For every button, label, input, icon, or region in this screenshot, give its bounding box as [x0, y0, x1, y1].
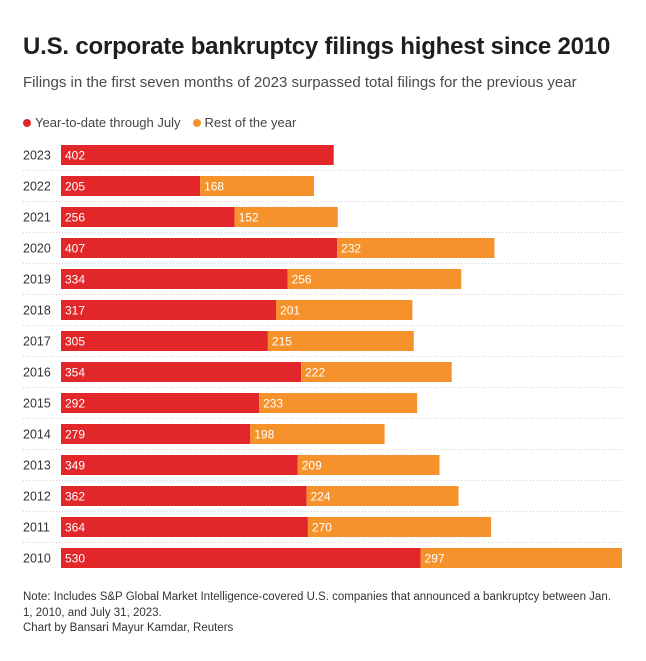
y-tick-label: 2022	[23, 180, 51, 194]
y-tick-label: 2021	[23, 211, 51, 225]
bar-ytd	[61, 393, 260, 413]
bar-rest	[297, 455, 440, 475]
data-label: 232	[341, 242, 361, 256]
bar-ytd	[61, 207, 235, 227]
y-tick-label: 2020	[23, 242, 51, 256]
y-tick-label: 2011	[23, 521, 50, 535]
bar-rest	[259, 393, 418, 413]
bar-ytd	[61, 300, 277, 320]
y-tick-label: 2018	[23, 304, 51, 318]
bar-rest	[301, 362, 452, 382]
data-label: 362	[65, 490, 85, 504]
data-label: 305	[65, 335, 85, 349]
bar-ytd	[61, 238, 338, 258]
y-tick-label: 2013	[23, 459, 51, 473]
y-tick-label: 2012	[23, 490, 51, 504]
data-label: 198	[254, 428, 274, 442]
data-label: 215	[272, 335, 292, 349]
bar-ytd	[61, 455, 298, 475]
bar-ytd	[61, 176, 201, 196]
bar-rest	[307, 517, 492, 537]
data-label: 224	[311, 490, 331, 504]
data-label: 334	[65, 273, 85, 287]
y-tick-label: 2010	[23, 552, 51, 566]
data-label: 279	[65, 428, 85, 442]
bar-ytd	[61, 517, 308, 537]
legend-label-ytd: Year-to-date through July	[35, 115, 181, 130]
data-label: 201	[280, 304, 300, 318]
y-tick-label: 2014	[23, 428, 51, 442]
data-label: 256	[292, 273, 312, 287]
legend-item-rest: Rest of the year	[192, 115, 297, 130]
bar-rest	[200, 176, 315, 196]
bar-ytd	[61, 145, 334, 165]
bar-ytd	[61, 269, 288, 289]
data-label: 168	[204, 180, 224, 194]
legend-item-ytd: Year-to-date through July	[23, 115, 181, 130]
data-label: 205	[65, 180, 85, 194]
data-label: 292	[65, 397, 85, 411]
data-label: 270	[312, 521, 332, 535]
bar-ytd	[61, 362, 302, 382]
bar-rest	[267, 331, 414, 351]
data-label: 317	[65, 304, 85, 318]
data-label: 530	[65, 552, 85, 566]
data-label: 233	[263, 397, 283, 411]
legend: Year-to-date through July Rest of the ye…	[23, 115, 296, 130]
y-tick-label: 2016	[23, 366, 51, 380]
y-tick-label: 2017	[23, 335, 51, 349]
data-label: 152	[239, 211, 259, 225]
legend-swatch-rest	[192, 118, 201, 127]
bar-ytd	[61, 548, 421, 568]
chart-credit: Chart by Bansari Mayur Kamdar, Reuters	[23, 622, 234, 634]
data-label: 222	[305, 366, 325, 380]
bar-rest	[287, 269, 462, 289]
bar-rest	[234, 207, 338, 227]
data-label: 297	[425, 552, 445, 566]
legend-label-rest: Rest of the year	[204, 115, 297, 130]
bar-ytd	[61, 331, 268, 351]
legend-swatch-ytd	[23, 118, 31, 127]
bar-rest	[250, 424, 385, 444]
chart-subtitle: Filings in the first seven months of 202…	[23, 74, 577, 91]
bar-rest	[420, 548, 622, 568]
bar-rest	[276, 300, 413, 320]
bar-chart: 2023 402 2022 205 168 2021 256 152 2020 407 232 201…	[23, 145, 622, 568]
bar-ytd	[61, 486, 307, 506]
data-label: 407	[65, 242, 85, 256]
bar-rest	[306, 486, 459, 506]
bar-ytd	[61, 424, 251, 444]
data-label: 354	[65, 366, 85, 380]
y-tick-label: 2015	[23, 397, 51, 411]
y-tick-label: 2019	[23, 273, 51, 287]
chart-title: U.S. corporate bankruptcy filings highes…	[23, 33, 611, 60]
bar-rest	[337, 238, 495, 258]
data-label: 349	[65, 459, 85, 473]
data-label: 402	[65, 149, 85, 163]
data-label: 364	[65, 521, 85, 535]
y-tick-label: 2023	[23, 149, 51, 163]
data-label: 209	[302, 459, 322, 473]
chart-note: Note: Includes S&P Global Market Intelli…	[23, 591, 611, 619]
data-label: 256	[65, 211, 85, 225]
